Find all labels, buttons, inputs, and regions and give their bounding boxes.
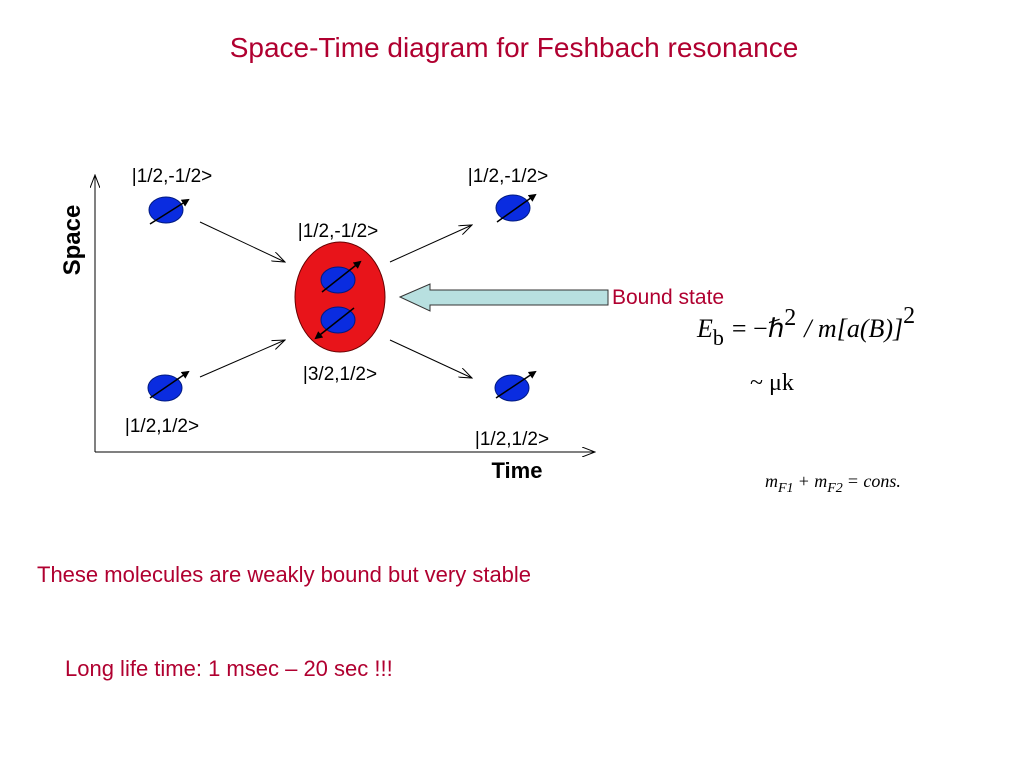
scaling-equation: ~ μk xyxy=(750,370,794,396)
eq-part: F1 xyxy=(777,481,794,496)
state-label: |1/2,-1/2> xyxy=(298,221,378,242)
conservation-equation: mF1 + mF2 = cons. xyxy=(765,471,901,496)
eq-part: = cons. xyxy=(847,471,901,491)
eq-part: E xyxy=(696,314,713,343)
axes xyxy=(95,175,595,452)
state-label: |1/2,-1/2> xyxy=(468,166,548,187)
eq-part: b xyxy=(713,325,724,350)
eq-part: / m[a(B)] xyxy=(802,314,903,343)
molecule xyxy=(294,241,386,353)
title: Space-Time diagram for Feshbach resonanc… xyxy=(230,32,799,63)
eq-part: = −ℏ xyxy=(732,314,784,343)
x-axis-label: Time xyxy=(492,458,543,483)
note: Long life time: 1 msec – 20 sec !!! xyxy=(65,656,393,681)
bound-label: Bound state xyxy=(612,286,724,309)
state-label: |1/2,1/2> xyxy=(125,416,199,437)
eq-part: m xyxy=(765,471,778,491)
state-label: |3/2,1/2> xyxy=(303,364,377,385)
eq-part: F2 xyxy=(826,481,843,496)
y-axis-label: Space xyxy=(59,205,86,276)
eq-part: 2 xyxy=(784,305,796,331)
state-label: |1/2,-1/2> xyxy=(132,166,212,187)
block-arrow xyxy=(398,283,609,312)
eq-part: + m xyxy=(798,471,828,491)
state-label: |1/2,1/2> xyxy=(475,429,549,450)
arrows xyxy=(199,221,472,378)
eq-part: 2 xyxy=(903,303,915,329)
energy-equation: Eb = −ℏ2/ m[a(B)]2 xyxy=(696,303,915,350)
spins xyxy=(149,193,537,399)
note: These molecules are weakly bound but ver… xyxy=(37,562,531,587)
